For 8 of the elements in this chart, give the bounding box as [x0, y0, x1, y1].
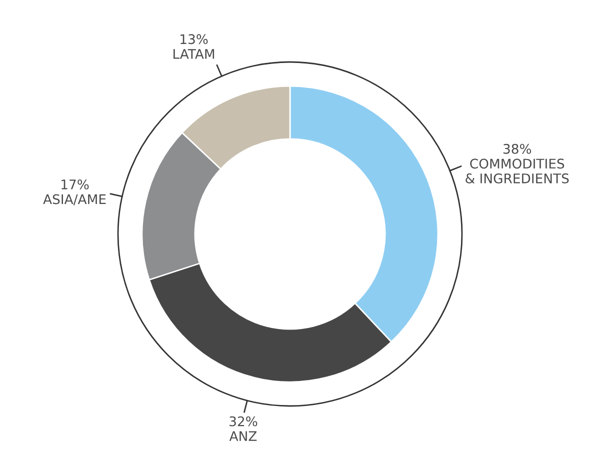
data-label: 38%	[503, 144, 532, 154]
slice-label: COMMODITIES & INGREDIENTS	[466, 158, 569, 184]
slice-label: LATAM	[174, 49, 214, 59]
data-label: 32%	[230, 416, 258, 426]
slice-label: ASIA/AME	[43, 194, 106, 206]
slice-label: ANZ	[229, 431, 257, 441]
data-label: 17%	[62, 179, 89, 190]
data-label: 13%	[180, 34, 208, 44]
